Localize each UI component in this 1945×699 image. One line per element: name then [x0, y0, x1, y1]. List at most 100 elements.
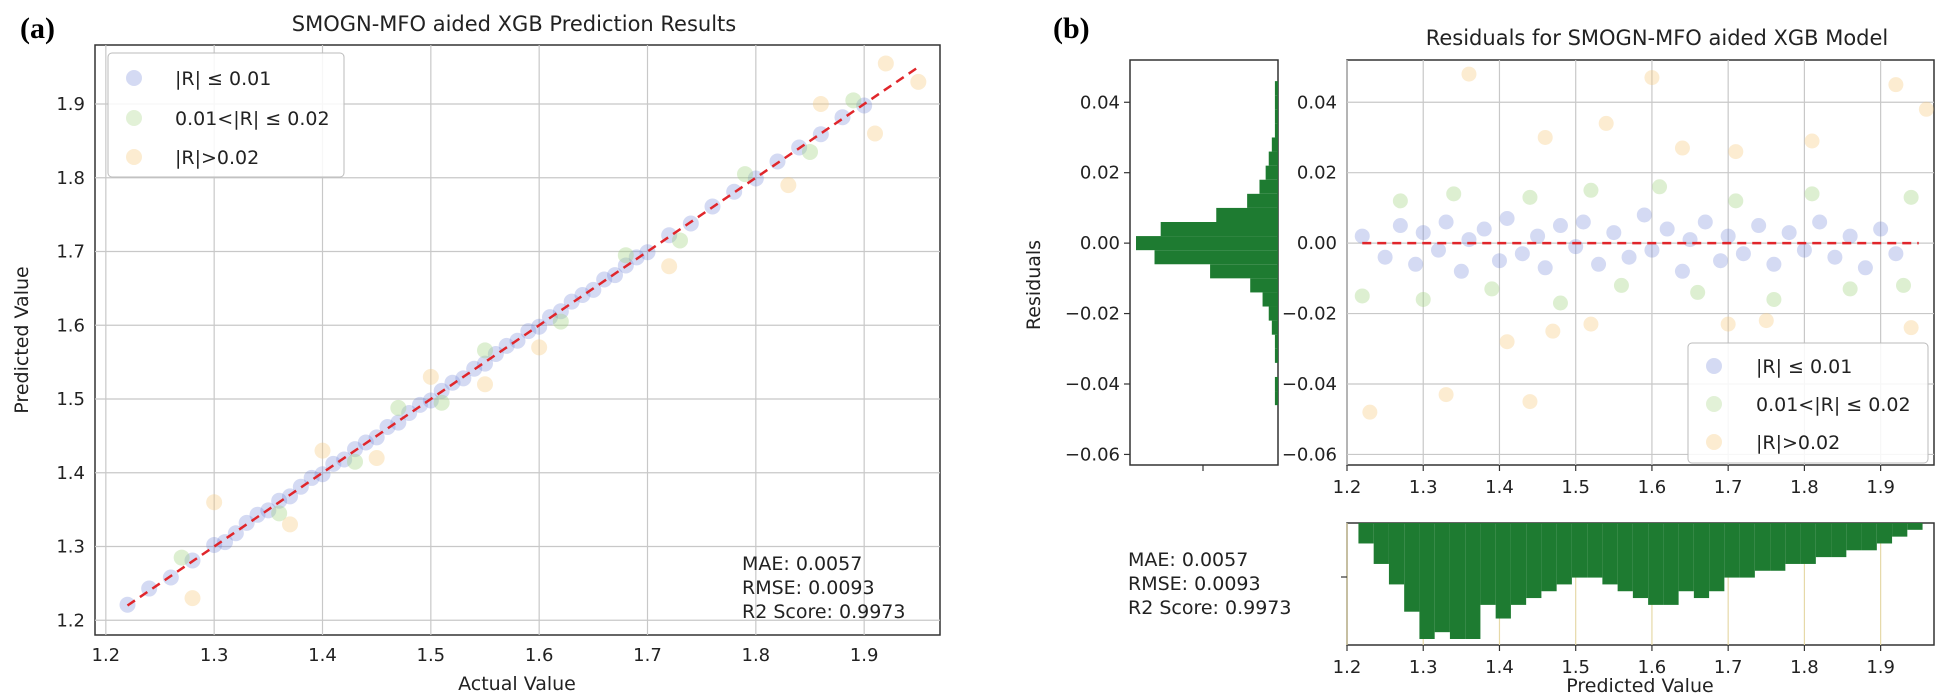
chart-b-point-low [1781, 225, 1797, 241]
legend-a-marker-low [126, 70, 142, 86]
hist-x-bar [1373, 523, 1389, 564]
chart-a-y-tick: 1.5 [56, 389, 85, 410]
legend-a-mid: 0.01<|R| ≤ 0.02 [175, 108, 330, 130]
chart-b-point-mid [1354, 288, 1370, 304]
chart-a-x-tick: 1.6 [525, 645, 554, 666]
chart-b-point-high [1903, 320, 1919, 336]
chart-b-point-low [1461, 232, 1477, 248]
hist-y-tick: 0.00 [1080, 233, 1120, 254]
hist-x-bar [1785, 523, 1801, 564]
panel-b: (b) Residuals for SMOGN-MFO aided XGB Mo… [1023, 12, 1935, 697]
metric-a-mae: MAE: 0.0057 [742, 553, 862, 575]
hist-x-bar [1587, 523, 1603, 578]
chart-b-point-high [1461, 66, 1477, 82]
chart-a-x-label: Actual Value [458, 673, 576, 695]
metric-b-mae: MAE: 0.0057 [1128, 549, 1248, 571]
hist-x-bar [1724, 523, 1740, 578]
chart-a-point-mid [271, 505, 288, 522]
metric-b-rmse: RMSE: 0.0093 [1128, 573, 1261, 595]
chart-b-point-low [1453, 263, 1469, 279]
chart-b-point-low [1735, 246, 1751, 262]
chart-b-point-high [1918, 101, 1934, 117]
legend-a-marker-mid [126, 110, 142, 126]
chart-a-point-mid [845, 92, 862, 109]
hist-x-ticks: 1.2 1.3 1.4 1.5 1.6 1.7 1.8 1.9 [1333, 576, 1895, 678]
chart-a-point-mid [173, 549, 190, 566]
hist-y-tick: 0.02 [1080, 163, 1120, 184]
hist-y-tick: −0.06 [1065, 444, 1120, 465]
hist-y-tick: −0.02 [1065, 304, 1120, 325]
hist-x-bar [1861, 523, 1877, 551]
chart-a-point-low [217, 534, 233, 551]
chart-a-point-high [661, 258, 678, 275]
chart-b-point-high [1720, 316, 1736, 332]
hist-x-tick: 1.9 [1866, 657, 1895, 678]
chart-b-x-tick: 1.2 [1333, 477, 1362, 498]
hist-x-bar [1419, 523, 1435, 639]
chart-b-y-tick: 0.02 [1297, 163, 1337, 184]
legend-b-high: |R|>0.02 [1756, 432, 1840, 454]
chart-b-point-mid [1446, 186, 1462, 202]
chart-b-x-tick: 1.5 [1561, 477, 1590, 498]
hist-y-bar [1210, 264, 1278, 279]
chart-a-point-mid [617, 247, 634, 264]
hist-y-bar [1268, 151, 1278, 166]
hist-y-bar [1262, 292, 1278, 307]
legend-a-high: |R|>0.02 [175, 147, 259, 169]
panel-b-label: (b) [1053, 12, 1090, 45]
chart-a-point-low [466, 360, 483, 377]
metric-b-r2: R2 Score: 0.9973 [1128, 597, 1291, 619]
chart-b-point-low [1766, 256, 1782, 272]
chart-b-point-low [1873, 221, 1889, 237]
chart-b-point-low [1552, 218, 1568, 234]
chart-a-point-mid [737, 166, 753, 183]
chart-a-point-high [314, 442, 331, 459]
hist-x-tick: 1.8 [1790, 657, 1819, 678]
hist-y-bar [1274, 123, 1278, 138]
hist-x-bar [1358, 523, 1374, 544]
chart-b-x-tick: 1.7 [1714, 477, 1743, 498]
chart-a-title: SMOGN-MFO aided XGB Prediction Results [292, 12, 736, 36]
chart-a-y-tick: 1.2 [56, 610, 85, 631]
hist-x-bar [1648, 523, 1664, 605]
chart-b-title: Residuals for SMOGN-MFO aided XGB Model [1426, 26, 1889, 50]
chart-b-point-mid [1652, 179, 1668, 195]
hist-x-bar [1831, 523, 1847, 558]
chart-b-point-low [1491, 253, 1507, 269]
hist-x-bar [1800, 523, 1816, 564]
chart-b-point-high [1804, 133, 1820, 149]
chart-b-point-low [1682, 232, 1698, 248]
chart-b-point-low [1530, 228, 1546, 244]
hist-y-bar [1274, 334, 1278, 349]
chart-b-point-low [1575, 214, 1591, 230]
chart-b-point-mid [1896, 277, 1912, 293]
chart-a-point-high [910, 73, 927, 90]
hist-x-tick: 1.5 [1561, 657, 1590, 678]
chart-b-point-low [1415, 225, 1431, 241]
hist-x-tick: 1.7 [1714, 657, 1743, 678]
chart-a-grid [95, 45, 940, 635]
chart-a-y-label: Predicted Value [11, 266, 33, 413]
chart-b-point-low [1476, 221, 1492, 237]
hist-y-bar [1268, 306, 1278, 321]
chart-b-point-high [1674, 140, 1690, 156]
chart-b-y-tick: −0.06 [1282, 444, 1337, 465]
hist-y-bars [1136, 81, 1278, 406]
hist-y-bar [1274, 391, 1278, 406]
hist-x-bar [1815, 523, 1832, 558]
chart-a-x-tick: 1.2 [92, 645, 121, 666]
hist-x-bar [1480, 523, 1496, 605]
panel-a-label: (a) [20, 12, 55, 45]
chart-b-metrics: MAE: 0.0057 RMSE: 0.0093 R2 Score: 0.997… [1128, 549, 1291, 619]
chart-b-point-low [1857, 260, 1873, 276]
metric-a-rmse: RMSE: 0.0093 [742, 577, 875, 599]
chart-b-point-low [1537, 260, 1553, 276]
hist-x-bar [1434, 523, 1450, 633]
hist-x-bar [1617, 523, 1633, 592]
chart-b-point-low [1438, 214, 1454, 230]
chart-b-point-low [1514, 246, 1530, 262]
chart-b-point-mid [1415, 291, 1431, 307]
hist-x-bar [1526, 523, 1542, 599]
legend-b-marker-low [1706, 358, 1722, 374]
hist-x-bar [1602, 523, 1618, 585]
